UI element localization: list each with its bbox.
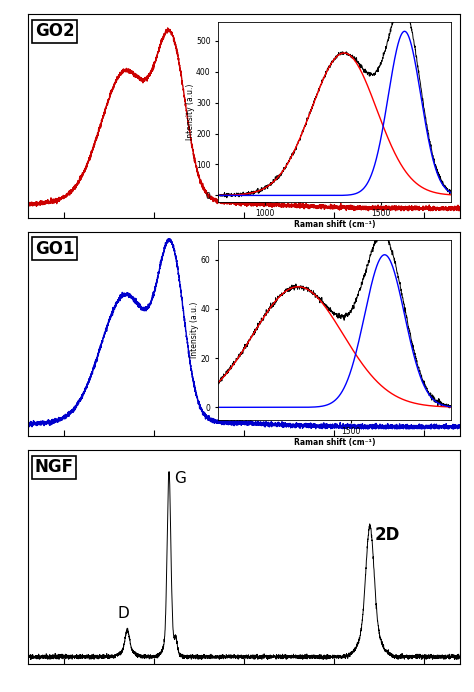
Text: NGF: NGF <box>35 458 74 476</box>
Text: D: D <box>117 606 129 621</box>
Text: GO2: GO2 <box>35 22 74 40</box>
Text: GO1: GO1 <box>35 240 74 258</box>
Text: G: G <box>174 471 186 486</box>
Text: 2D: 2D <box>375 526 401 544</box>
